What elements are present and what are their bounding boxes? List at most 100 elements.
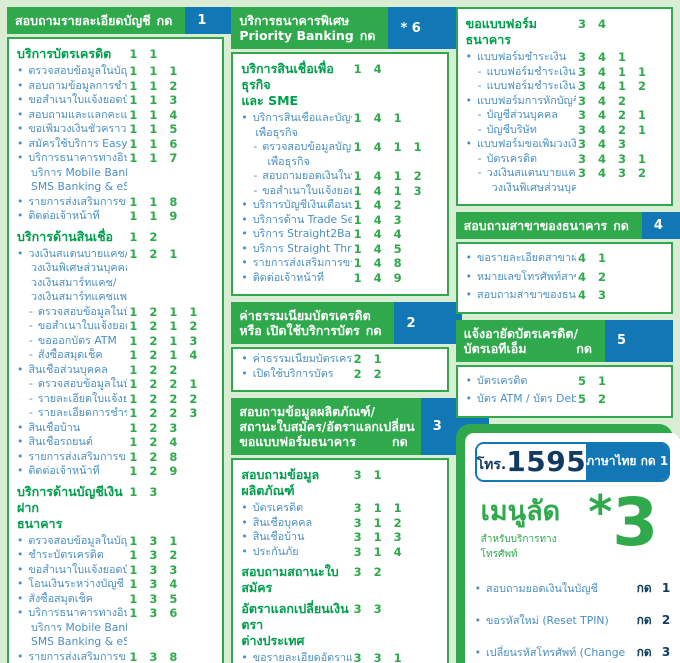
shortcut-hero: เมนูลัด สำหรับบริการทางโทรศัพท์ * 3 (481, 489, 665, 562)
menu-item-text: • สอบถามและแลกคะแนนสะสม (17, 108, 127, 123)
menu-section: บริการบัตรเครดิต 1 1 • ตรวจสอบข้อมูลในบัญชี… (17, 46, 217, 224)
menu-item-code: 3 1 2 (353, 515, 402, 530)
menu-item-label: • เปิดใช้บริการบัตร (241, 367, 353, 382)
bullet-icon: • (17, 533, 24, 547)
menu-item-text: • ขอรายละเอียดอัตราแลกเปลี่ยน (241, 651, 351, 663)
menu-card: ค่าธรรมเนียมบัตรเครดิต หรือ เปิดใช้บริการ… (231, 302, 463, 392)
menu-item-label: • ขอสำเนาใบแจ้งยอดบัญชี (17, 563, 129, 578)
menu-item: -รายละเอียดใบแจ้งยอดเดือนล่าสุด1 2 2 2 (17, 392, 217, 407)
menu-item-label: • สินเชื่อส่วนบุคคล (17, 363, 129, 378)
menu-item-title: บริการบัญชีเงินเดือนบริษัท (252, 198, 352, 211)
menu-item: • ค่าธรรมเนียมบัตรเครดิต2 1 (241, 352, 441, 367)
menu-item: • ขอสำเนาใบแจ้งยอดบัญชี1 1 3 (17, 93, 217, 108)
menu-item-text: • บริการ Straight2Bank (241, 227, 351, 242)
card-key-number: 4 (641, 212, 680, 239)
card-header-label: สถานะใบสมัคร/อัตราแลกเปลี่ยน (239, 419, 415, 434)
menu-item-title: สินเชื่อบ้าน (252, 530, 305, 543)
menu-item-title: บริการ Straight Through Service (252, 241, 352, 255)
menu-item-label: -ตรวจสอบข้อมูลบัญชีสินเชื่อเพื่อธุรกิจ (241, 140, 353, 169)
menu-item-title: ชำระบัตรเครดิต (28, 548, 104, 561)
menu-item-text: • โอนเงินระหว่างบัญชี (17, 577, 127, 592)
bullet-icon: • (465, 50, 473, 63)
menu-item-label: • ขอเพิ่มวงเงินชั่วคราว (17, 122, 129, 137)
section-code: 1 2 (129, 229, 158, 244)
menu-item-label: • สินเชื่อบุคคล (241, 516, 353, 531)
menu-item-text: • ขอสำเนาใบแจ้งยอดบัญชี (17, 563, 127, 578)
promo-item-key: กด 1 (636, 580, 671, 595)
menu-item-text: • รายการส่งเสริมการขาย (17, 450, 127, 465)
bullet-icon: • (465, 392, 473, 405)
menu-item-label: • แบบฟอร์มขอเพิ่มวงเงินถาวร (466, 137, 578, 152)
menu-item: • บัตรเครดิต 3 1 1 (241, 501, 441, 516)
section-code: 1 1 (129, 47, 158, 61)
menu-item: -ตรวจสอบข้อมูลในบัญชี1 2 2 1 (17, 377, 217, 392)
section-title: บริการด้านสินเชื่อ (17, 229, 129, 245)
card-header: แจ้งอายัดบัตรเครดิต/บัตรเอทีเอ็ม กด 5 (455, 319, 673, 362)
menu-item-code: 1 2 2 1 (129, 377, 198, 391)
section-title-line: อัตราแลกเปลี่ยนเงินตรา (241, 601, 349, 632)
menu-item-label: • ชำระบัตรเครดิต (17, 548, 129, 563)
section-title-row: บริการบัตรเครดิต 1 1 (17, 46, 217, 62)
dash-icon: - (253, 183, 258, 197)
menu-item: • สินเชื่อบ้าน 1 2 3 (17, 421, 217, 436)
menu-item-code: 3 4 2 1 (577, 108, 647, 122)
menu-item-title: ขอรายละเอียดอัตราแลกเปลี่ยน (252, 651, 352, 663)
bullet-icon: • (17, 246, 24, 260)
menu-item-label: • สอบถามข้อมูลการชำระเงิน (17, 79, 129, 94)
menu-item-label: • บริการธนาคารทางอินเตอร์เน็ต/บริการ Mobi… (17, 606, 129, 650)
menu-item: • บริการ Straight2Bank1 4 4 (241, 227, 441, 242)
section-title-line: ต่างประเทศ (241, 633, 305, 648)
card-header-line: ค่าธรรมเนียมบัตรเครดิต (239, 308, 388, 323)
menu-item: -แบบฟอร์มชำระเงินบัตรเครดิต3 4 1 1 (466, 65, 666, 80)
card-panel: บริการบัตรเครดิต 1 1 • ตรวจสอบข้อมูลในบัญชี… (7, 37, 225, 663)
dash-icon: - (477, 151, 482, 165)
menu-item-code: 1 4 1 (353, 111, 402, 125)
bullet-icon: • (17, 107, 24, 121)
menu-item-label: • สินเชื่อบ้าน (241, 530, 353, 545)
section-title-line: และ SME (241, 93, 299, 108)
menu-item-text: • เปิดใช้บริการบัตร (241, 367, 351, 382)
menu-item-title: บัตรเครดิต (486, 151, 537, 165)
bullet-icon: • (241, 366, 248, 380)
menu-item-text: • ขอเพิ่มวงเงินชั่วคราว (17, 122, 127, 137)
menu-item-title: บัตร ATM / บัตร Debit (477, 392, 576, 405)
menu-item: • สินเชื่อบ้าน 3 1 3 (241, 530, 441, 545)
card-header-line: บริการธนาคารพิเศษ (239, 13, 382, 28)
section-title: ขอแบบฟอร์มธนาคาร (466, 16, 578, 48)
menu-item-code: 1 1 7 (129, 151, 178, 165)
menu-item-title: รายการส่งเสริมการขาย (252, 256, 352, 269)
dash-icon: - (253, 169, 258, 182)
menu-item-label: -รายละเอียดใบแจ้งยอดเดือนล่าสุด (17, 392, 129, 407)
menu-item-label: • โอนเงินระหว่างบัญชี (17, 577, 129, 592)
menu-item-title: บัญชีส่วนบุคคล (486, 108, 558, 121)
menu-item-title: บัญชีบริษัท (486, 122, 537, 136)
dash-icon: - (29, 333, 33, 347)
menu-item-title: ติดต่อเจ้าหน้าที่ (28, 464, 100, 477)
menu-item: • ชำระบัตรเครดิต 1 3 2 (17, 548, 217, 563)
card-panel: • ค่าธรรมเนียมบัตรเครดิต2 1 • เปิดใช้บริการ… (231, 347, 449, 392)
menu-item-code: 1 4 1 2 (353, 169, 422, 183)
bullet-icon: • (17, 64, 24, 77)
menu-item-label: • บริการสินเชื่อและบัญชีเงินฝากเพื่อธุรกิ… (241, 111, 353, 140)
menu-item: • รายการส่งเสริมการขาย 1 3 8 (17, 650, 217, 663)
menu-item-text-cont: เพื่อธุรกิจ (255, 125, 298, 139)
card-header-line: หรือ เปิดใช้บริการบัตร กด (239, 323, 388, 338)
menu-item-label: -แบบฟอร์มชำระเงินสินเชื่อ (466, 79, 578, 94)
menu-item-label: •ขอรายละเอียดอัตราแลกเปลี่ยนทางโทรสาร (241, 651, 353, 663)
menu-item-title: ตรวจสอบข้อมูลในบัญชี (37, 304, 127, 318)
bullet-icon: • (465, 373, 473, 387)
menu-item: • ขอเพิ่มวงเงินชั่วคราว 1 1 5 (17, 122, 217, 137)
menu-item-text: - สั่งซื้อสมุดเช็ค (17, 348, 127, 363)
menu-item: • สินเชื่อรถยนต์ 1 2 4 (17, 435, 217, 450)
menu-item-text: -วงเงินสแตนบายแคช/ (466, 166, 576, 181)
menu-item-text: -ขอสำเนาใบแจ้งยอดบัญชี (241, 184, 351, 199)
menu-section: สอบถามข้อมูลผลิตภัณฑ์ 3 1 • บัตรเครดิต 3 1 1… (241, 467, 441, 559)
menu-item-label: • ตรวจสอบข้อมูลในบัญชี (17, 534, 129, 549)
menu-item-title: แบบฟอร์มการหักบัญชี (477, 93, 576, 107)
menu-section: สอบถามสถานะใบสมัคร 3 2 (241, 564, 441, 596)
menu-item: • ขอสำเนาใบแจ้งยอดบัญชี1 3 3 (17, 563, 217, 578)
menu-item-title: ติดต่อเจ้าหน้าที่ (28, 209, 100, 222)
bullet-icon: • (241, 270, 248, 284)
promo-box: โทร. 1595 ภาษาไทย กด 1 เมนูลัด สำหรับบริการท… (455, 423, 680, 663)
menu-card: ขอแบบฟอร์มธนาคาร 3 4 • แบบฟอร์มชำระเงิน 3 4 … (455, 7, 673, 206)
